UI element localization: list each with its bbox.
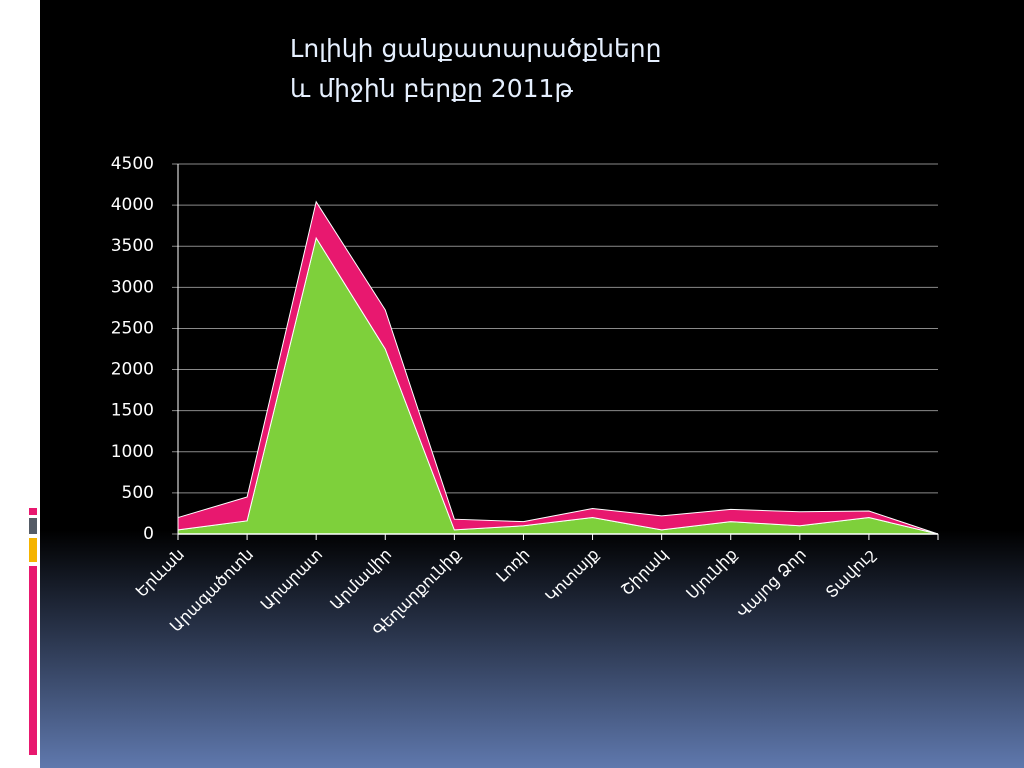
y-tick-label: 3000 <box>111 277 154 297</box>
y-tick-label: 4000 <box>111 195 154 215</box>
y-tick-label: 2500 <box>111 318 154 338</box>
chart-title: և միջին բերքը 2011թ <box>290 74 573 103</box>
decor <box>29 518 37 534</box>
decor <box>29 538 37 562</box>
area <box>177 200 939 535</box>
decor <box>29 566 37 755</box>
y-tick-label: 4500 <box>111 154 154 174</box>
y-tick-label: 3500 <box>111 236 154 256</box>
y-tick-label: 500 <box>122 483 154 503</box>
y-tick-label: 2000 <box>111 360 154 380</box>
y-tick-label: 1500 <box>111 401 154 421</box>
y-tick-label: 1000 <box>111 442 154 462</box>
decor <box>29 508 37 515</box>
chart-title: Լոլիկի ցանքատարածքները <box>290 34 661 63</box>
y-tick-label: 0 <box>143 524 154 544</box>
